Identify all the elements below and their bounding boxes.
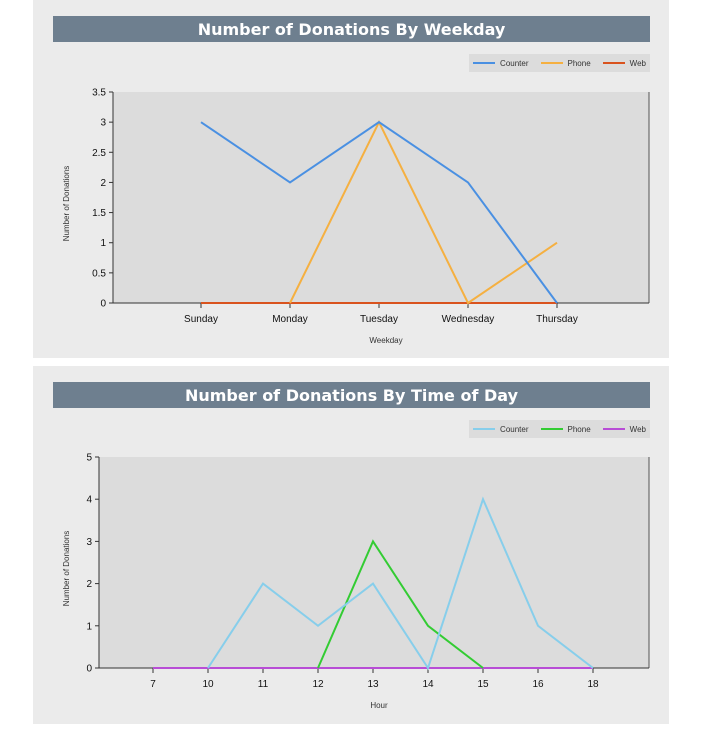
- y-tick-label: 3: [100, 118, 106, 129]
- x-tick-label: 13: [367, 679, 379, 690]
- x-tick-label: Wednesday: [442, 314, 495, 325]
- plot-area: [99, 457, 649, 668]
- legend-swatch-phone: [540, 428, 563, 430]
- y-tick-label: 0: [100, 299, 106, 310]
- y-tick-label: 1: [86, 621, 92, 632]
- weekday-chart-panel: Number of Donations By Weekday Counter P…: [33, 0, 669, 358]
- chart-legend: Counter Phone Web: [469, 54, 650, 72]
- x-tick-label: Sunday: [184, 314, 218, 325]
- y-tick-label: 0.5: [92, 268, 106, 279]
- legend-swatch-web: [602, 428, 625, 430]
- legend-item-phone[interactable]: Phone: [540, 58, 591, 68]
- y-tick-label: 3.5: [92, 88, 106, 99]
- y-tick-label: 5: [86, 453, 92, 464]
- y-axis-title: Number of Donations: [62, 531, 71, 607]
- x-axis-title: Weekday: [369, 336, 402, 345]
- hour-chart-panel: Number of Donations By Time of Day Count…: [33, 366, 669, 724]
- weekday-chart-plot: 0 0.5 1 1.5 2 2.5 3 3.5 Sunday Monday Tuesday Wedne…: [62, 88, 650, 345]
- x-tick-label: 7: [150, 679, 156, 690]
- y-tick-label: 1: [100, 238, 106, 249]
- chart-legend: Counter Phone Web: [469, 420, 650, 438]
- legend-item-phone[interactable]: Phone: [540, 424, 591, 434]
- y-axis-title: Number of Donations: [62, 166, 71, 242]
- legend-label: Counter: [500, 58, 529, 68]
- x-tick-label: 12: [312, 679, 324, 690]
- legend-label: Phone: [567, 58, 591, 68]
- x-tick-label: 15: [477, 679, 489, 690]
- chart-title: Number of Donations By Time of Day: [53, 382, 650, 408]
- series-line-counter[interactable]: [207, 496, 594, 671]
- series-line-phone[interactable]: [289, 119, 558, 305]
- x-tick-label: 16: [532, 679, 544, 690]
- x-tick-label: Thursday: [536, 314, 578, 325]
- legend-swatch-counter: [473, 428, 496, 430]
- x-axis-title: Hour: [370, 701, 388, 710]
- y-tick-label: 2: [86, 579, 92, 590]
- x-tick-label: 18: [587, 679, 599, 690]
- x-tick-label: Tuesday: [360, 314, 398, 325]
- x-tick-label: Monday: [272, 314, 308, 325]
- y-tick-label: 2.5: [92, 148, 106, 159]
- legend-swatch-web: [602, 62, 625, 64]
- y-tick-label: 0: [86, 664, 92, 675]
- y-tick-label: 1.5: [92, 208, 106, 219]
- legend-label: Counter: [500, 424, 529, 434]
- legend-item-web[interactable]: Web: [602, 424, 646, 434]
- x-tick-label: 11: [258, 679, 269, 690]
- legend-swatch-phone: [540, 62, 563, 64]
- legend-label: Web: [629, 58, 646, 68]
- y-tick-label: 2: [100, 178, 106, 189]
- legend-label: Web: [629, 424, 646, 434]
- x-tick-label: 14: [422, 679, 434, 690]
- y-tick-label: 3: [86, 537, 92, 548]
- legend-item-web[interactable]: Web: [602, 58, 646, 68]
- legend-label: Phone: [567, 424, 591, 434]
- y-tick-label: 4: [86, 495, 92, 506]
- legend-swatch-counter: [473, 62, 496, 64]
- x-tick-label: 10: [202, 679, 214, 690]
- legend-item-counter[interactable]: Counter: [473, 58, 529, 68]
- chart-title: Number of Donations By Weekday: [53, 16, 650, 42]
- legend-item-counter[interactable]: Counter: [473, 424, 529, 434]
